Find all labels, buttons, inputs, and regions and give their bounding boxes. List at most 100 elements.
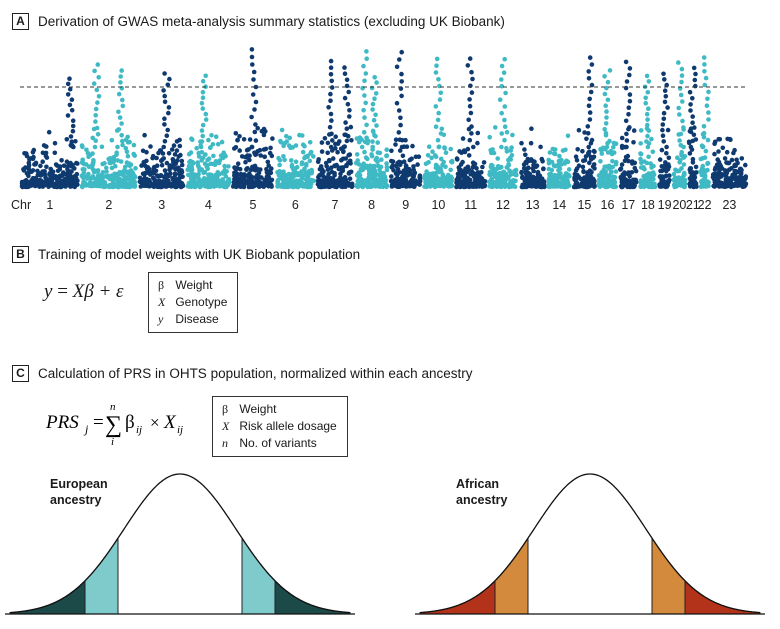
snp-point [401,159,407,164]
snp-point [580,164,586,170]
snp-peak-point [363,71,369,76]
snp-point [466,153,472,158]
snp-point [471,184,476,189]
snp-point [132,153,137,158]
snp-peak-point [362,93,367,98]
snp-point [297,179,302,184]
snp-point [732,162,738,168]
panel-a-header: A Derivation of GWAS meta-analysis summa… [12,13,505,30]
snp-point [117,184,122,189]
snp-peak-point [677,138,682,143]
snp-point [495,156,501,161]
snp-point [416,154,422,159]
snp-point [159,158,164,164]
snp-point [74,171,80,177]
snp-point [739,156,745,161]
snp-point [619,162,625,167]
snp-point [325,150,331,156]
snp-peak-point [703,75,709,81]
snp-point [232,173,237,178]
snp-peak-point [701,55,707,60]
snp-point [356,162,362,167]
snp-peak-point [664,144,669,150]
snp-peak-point [200,122,206,128]
snp-peak-point [162,116,167,121]
snp-point [657,157,663,162]
snp-peak-point [623,118,629,124]
snp-peak-point [678,92,684,98]
snp-point [566,167,572,172]
snp-point [266,174,272,180]
legend-label: Weight [239,402,277,416]
snp-point [318,178,324,183]
snp-peak-point [644,111,650,117]
chromosome-label: 10 [431,198,445,212]
snp-point [179,162,185,168]
snp-point [591,179,597,184]
snp-point [235,137,240,143]
snp-point [474,171,479,176]
snp-point [30,175,36,181]
snp-peak-point [347,108,352,113]
snp-peak-point [249,144,255,150]
snp-peak-point [706,89,711,95]
snp-point [163,175,169,181]
snp-peak-point [70,123,76,129]
snp-point [73,139,78,144]
snp-point [528,183,533,188]
snp-peak-point [585,124,591,129]
snp-peak-point [469,90,475,95]
snp-peak-point [662,77,667,82]
snp-point [189,169,194,175]
snp-point [300,133,305,138]
snp-point [206,156,212,161]
snp-peak-point [361,130,367,135]
bell-curve [419,473,761,614]
snp-peak-point [435,137,441,143]
snp-point [690,160,696,165]
snp-peak-point [438,90,444,96]
snp-point [289,162,295,168]
snp-point [478,175,484,180]
snp-point [523,152,528,158]
snp-point [214,175,220,181]
snp-point [396,180,402,186]
snp-point [332,163,338,169]
snp-point [335,149,340,155]
snp-point [174,166,179,171]
panel-c-legend: β Weight X Risk allele dosage n No. of v… [212,396,348,457]
snp-peak-point [344,77,350,83]
snp-point [489,169,495,175]
snp-point [576,163,582,168]
snp-point [167,165,173,170]
snp-peak-point [203,73,208,79]
snp-point [621,178,627,184]
snp-point [244,173,249,178]
snp-peak-point [467,97,472,102]
snp-point [480,164,485,170]
snp-point [178,184,184,190]
snp-point [325,140,331,146]
snp-point [262,154,267,160]
chromosome-label: 12 [496,198,510,212]
snp-point [522,178,528,184]
snp-peak-point [328,144,334,150]
snp-point [195,160,200,165]
snp-peak-point [68,134,74,139]
snp-point [461,148,467,153]
snp-point [344,163,349,169]
snp-point [512,184,518,189]
snp-point [733,173,738,178]
snp-peak-point [65,113,71,118]
snp-point [172,172,178,177]
tail-region [9,579,86,615]
snp-peak-point [645,90,651,95]
legend-label: Risk allele dosage [239,419,337,433]
snp-point [125,171,131,176]
snp-point [354,152,360,157]
legend-label: Disease [175,312,219,326]
snp-point [686,139,692,145]
snp-point [552,163,558,169]
snp-point [224,184,229,189]
snp-point [526,165,531,170]
